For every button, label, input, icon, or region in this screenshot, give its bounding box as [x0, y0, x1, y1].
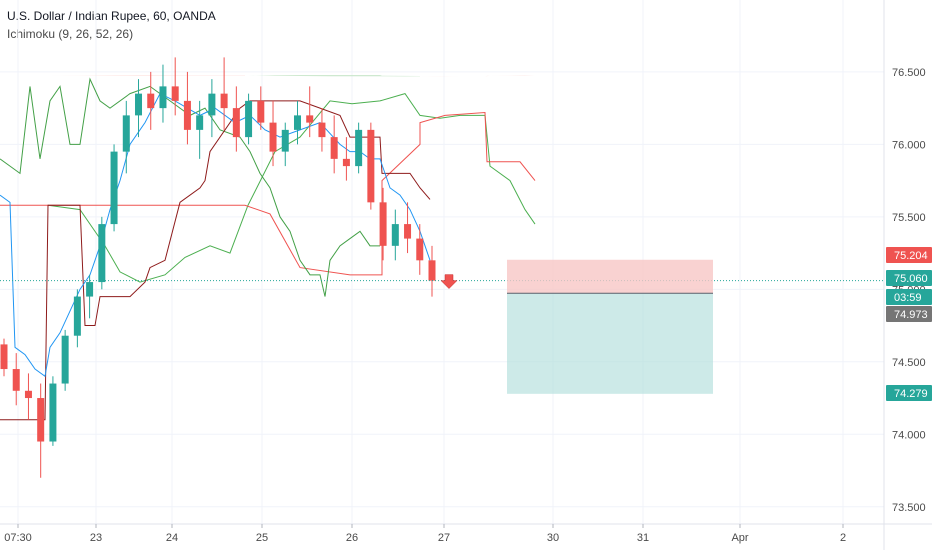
price-badge-label: 03:59: [894, 292, 922, 304]
candle-body[interactable]: [318, 122, 326, 138]
x-tick-label: 27: [438, 532, 450, 544]
candle-body[interactable]: [135, 93, 143, 116]
candle-body[interactable]: [404, 224, 412, 239]
take-profit-zone[interactable]: [507, 293, 713, 394]
candle-body[interactable]: [196, 115, 204, 130]
price-badge: [886, 289, 932, 305]
y-tick-label: 75.500: [892, 212, 926, 224]
price-badge: [886, 306, 932, 322]
x-tick-label: 25: [256, 532, 268, 544]
price-badge-label: 74.279: [894, 388, 928, 400]
candle-body[interactable]: [86, 282, 94, 297]
indicator-label[interactable]: Ichimoku (9, 26, 52, 26): [7, 27, 134, 41]
candle-body[interactable]: [61, 335, 69, 384]
x-tick-label: 2: [840, 532, 846, 544]
candle-body[interactable]: [98, 224, 106, 283]
ichimoku-conversion-line: [0, 92, 431, 378]
candle-body[interactable]: [24, 390, 32, 399]
candle-body[interactable]: [245, 100, 253, 138]
candle-body[interactable]: [73, 296, 81, 336]
sell-arrow-icon: [440, 274, 458, 289]
price-badge-label: 75.060: [894, 273, 928, 285]
cloud-bull-1: [248, 75, 420, 77]
candle-body[interactable]: [330, 137, 338, 159]
price-badge: [886, 385, 932, 401]
candle-body[interactable]: [0, 344, 8, 370]
x-tick-label: 26: [346, 532, 358, 544]
candle-body[interactable]: [257, 100, 265, 123]
candle-body[interactable]: [110, 151, 118, 225]
candle-body[interactable]: [342, 158, 350, 167]
candle-body[interactable]: [183, 100, 191, 130]
cloud-bear-1: [48, 75, 245, 76]
x-tick-label: Apr: [731, 532, 748, 544]
candle-body[interactable]: [416, 238, 424, 261]
price-badge-label: 74.973: [894, 309, 928, 321]
candle-body[interactable]: [232, 108, 240, 138]
candle-body[interactable]: [391, 224, 399, 246]
price-badge: [886, 270, 932, 286]
candle-body[interactable]: [293, 115, 301, 130]
candle-body[interactable]: [220, 93, 228, 109]
candle-body[interactable]: [147, 93, 155, 109]
candle-body[interactable]: [281, 129, 289, 152]
candle-body[interactable]: [12, 369, 20, 391]
candle-body[interactable]: [428, 260, 436, 281]
price-badge-label: 75.204: [894, 250, 928, 262]
candle-body[interactable]: [306, 115, 314, 123]
candle-body[interactable]: [269, 122, 277, 152]
x-tick-label: 07:30: [4, 532, 32, 544]
y-tick-label: 74.500: [892, 357, 926, 369]
ichimoku-lagging-line: [0, 77, 380, 297]
candle-body[interactable]: [355, 129, 363, 167]
y-tick-label: 73.500: [892, 502, 926, 514]
candle-body[interactable]: [208, 93, 216, 116]
candle-body[interactable]: [379, 202, 387, 246]
x-tick-label: 30: [547, 532, 559, 544]
x-tick-label: 31: [637, 532, 649, 544]
candle-body[interactable]: [37, 398, 45, 442]
candle-body[interactable]: [159, 86, 167, 109]
ichimoku-lead1-line: [47, 93, 536, 283]
candle-body[interactable]: [122, 115, 130, 152]
ichimoku-lead2-line: [0, 111, 536, 276]
stop-loss-zone[interactable]: [507, 259, 713, 294]
chart-title: U.S. Dollar / Indian Rupee, 60, OANDA: [7, 9, 216, 23]
y-tick-label: 74.000: [892, 429, 926, 441]
candle-body[interactable]: [367, 129, 375, 203]
candle-body[interactable]: [49, 383, 57, 442]
cloud-bear-2: [420, 75, 535, 77]
x-tick-label: 24: [166, 532, 178, 544]
candle-body[interactable]: [171, 86, 179, 101]
x-tick-label: 23: [90, 532, 102, 544]
y-tick-label: 76.500: [892, 67, 926, 79]
price-badge: [886, 247, 932, 263]
y-tick-label: 76.000: [892, 139, 926, 151]
